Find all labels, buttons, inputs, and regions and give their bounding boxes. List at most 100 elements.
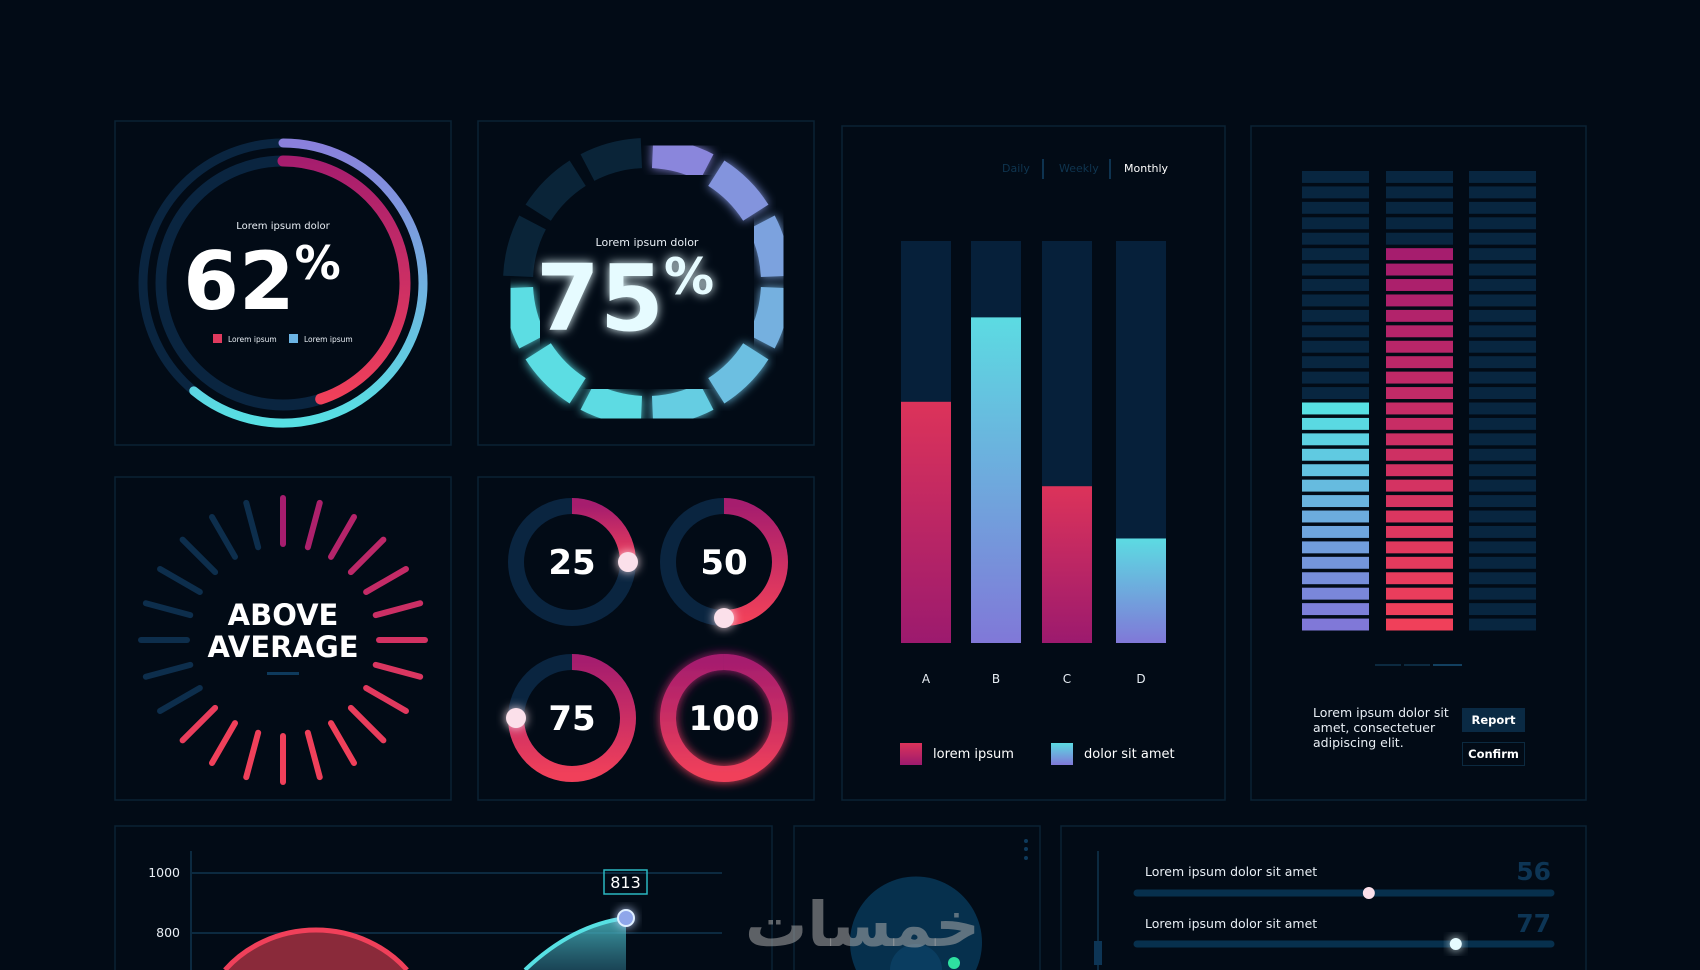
- eq-cell-lit: [1386, 556, 1453, 569]
- gauge-segment-lit: [525, 342, 587, 404]
- tab-monthly[interactable]: Monthly: [1124, 162, 1169, 175]
- ray-lit: [179, 704, 219, 744]
- eq-cell: [1302, 217, 1369, 230]
- eq-cell: [1469, 186, 1536, 199]
- page-dot[interactable]: [1375, 664, 1401, 666]
- eq-cell: [1469, 448, 1536, 461]
- eq-cell: [1469, 618, 1536, 631]
- tab-weekly[interactable]: Weekly: [1059, 162, 1099, 175]
- ring-arc: [659, 654, 788, 782]
- eq-cell-lit: [1302, 556, 1369, 569]
- eq-cell-lit: [1386, 356, 1453, 369]
- legend-label-lorem-ipsum: lorem ipsum: [933, 747, 1014, 762]
- eq-cell-lit: [1302, 603, 1369, 616]
- gauge-segment-lit: [580, 382, 643, 426]
- eq-cell: [1302, 279, 1369, 291]
- above-average-line2: AVERAGE: [207, 630, 358, 664]
- bar-C[interactable]: [1042, 486, 1092, 643]
- gauge-segment-lit: [747, 286, 791, 349]
- confirm-button[interactable]: Confirm: [1462, 742, 1525, 766]
- eq-cell: [1469, 587, 1536, 600]
- gauge-62: [138, 138, 428, 428]
- gauge-62-value: 62%: [183, 235, 340, 328]
- eq-cell: [1469, 556, 1536, 569]
- gauge-75-unit: %: [664, 248, 714, 306]
- eq-cell: [1302, 232, 1369, 245]
- ring-knob[interactable]: [618, 552, 638, 572]
- ring-arc: [508, 654, 636, 782]
- eq-cell-lit: [1386, 387, 1453, 399]
- bar-D[interactable]: [1116, 538, 1166, 643]
- eq-cell: [1469, 279, 1536, 291]
- bar-B[interactable]: [971, 317, 1021, 643]
- vertical-slider-thumb[interactable]: [1094, 941, 1102, 965]
- eq-cell-lit: [1302, 448, 1369, 461]
- gauge-segment-unlit: [503, 215, 547, 278]
- eq-cell: [1469, 433, 1536, 446]
- eq-cell: [1469, 309, 1536, 322]
- menu-dot[interactable]: [1024, 856, 1028, 860]
- report-button[interactable]: Report: [1462, 708, 1525, 732]
- slider-2-value: 77: [1516, 909, 1551, 938]
- gauge-62-legend-1: Lorem ipsum: [228, 335, 277, 344]
- eq-cell: [1386, 201, 1453, 214]
- ray-lit: [363, 685, 409, 714]
- eq-cell: [1469, 340, 1536, 353]
- eq-cell: [1469, 232, 1536, 245]
- bar-chart: A B C D: [901, 241, 1166, 686]
- pagination[interactable]: [1375, 664, 1462, 666]
- y-tick-800: 800: [156, 925, 180, 940]
- menu-dot[interactable]: [1024, 847, 1028, 851]
- data-point-marker[interactable]: [617, 909, 635, 927]
- panel-equalizer: [1250, 125, 1587, 801]
- panel-frames: [114, 120, 1587, 970]
- equalizer: [1302, 171, 1536, 631]
- page-dot-active[interactable]: [1433, 664, 1462, 666]
- ring-knob[interactable]: [714, 608, 734, 628]
- eq-cell-lit: [1386, 340, 1453, 353]
- eq-cell: [1469, 402, 1536, 415]
- slider-thumb[interactable]: [1449, 938, 1462, 950]
- legend-swatch-lorem-ipsum: [900, 743, 922, 765]
- eq-cell-lit: [1386, 572, 1453, 585]
- gauge-segment-unlit: [580, 138, 643, 182]
- slider-1-value: 56: [1516, 857, 1551, 886]
- gauge-62-legend-2: Lorem ipsum: [304, 335, 353, 344]
- ring-knob[interactable]: [506, 708, 526, 728]
- ray-dim: [157, 685, 203, 714]
- ray-dim: [209, 514, 238, 560]
- slider-thumb[interactable]: [1362, 887, 1375, 899]
- x-tick-label: A: [922, 672, 931, 686]
- ray-lit: [347, 536, 387, 576]
- eq-cell-lit: [1386, 248, 1453, 261]
- gauge-62-unit: %: [295, 236, 341, 290]
- eq-cell: [1469, 325, 1536, 338]
- x-tick-label: D: [1136, 672, 1145, 686]
- eq-cell-lit: [1386, 618, 1453, 631]
- eq-cell: [1302, 387, 1369, 399]
- eq-cell: [1469, 356, 1536, 369]
- eq-cell: [1469, 171, 1536, 183]
- ray-lit: [209, 720, 238, 766]
- panel-bar-chart: [841, 125, 1226, 801]
- panel-radar: [793, 825, 1041, 970]
- cyan-area-series: [525, 918, 626, 970]
- eq-cell-lit: [1386, 510, 1453, 523]
- eq-cell-lit: [1386, 309, 1453, 322]
- eq-cell: [1469, 572, 1536, 585]
- ring-gauge-75: 75: [506, 654, 636, 782]
- page-dot[interactable]: [1404, 664, 1430, 666]
- eq-cell-lit: [1386, 525, 1453, 538]
- gauge-75-segments: [503, 138, 791, 426]
- eq-cell-lit: [1386, 279, 1453, 291]
- eq-cell-lit: [1302, 402, 1369, 415]
- ray-lit: [304, 729, 323, 781]
- ring-arc: [723, 498, 788, 626]
- bar-A[interactable]: [901, 401, 951, 643]
- eq-cell-lit: [1386, 448, 1453, 461]
- tab-daily[interactable]: Daily: [1002, 162, 1030, 175]
- menu-dot[interactable]: [1024, 839, 1028, 843]
- eq-cell: [1302, 309, 1369, 322]
- gauge-segment-lit: [747, 215, 791, 278]
- eq-cell-lit: [1386, 402, 1453, 415]
